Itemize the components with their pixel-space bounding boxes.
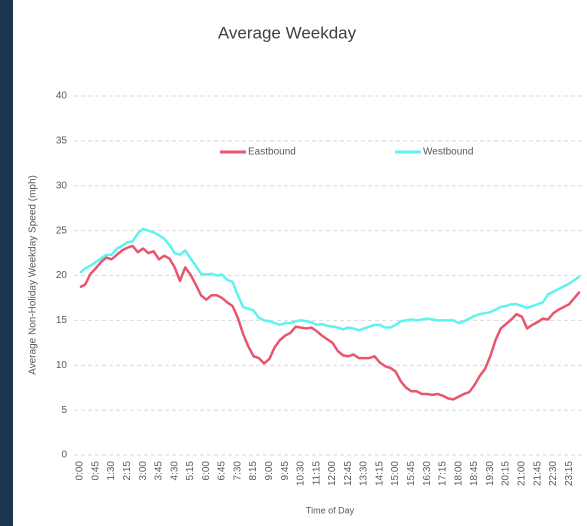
x-tick-label: 6:00: [201, 461, 212, 481]
x-tick-label: 21:45: [532, 461, 543, 486]
x-tick-label: 21:00: [516, 461, 527, 486]
x-tick-label: 8:15: [248, 461, 259, 481]
x-tick-label: 18:45: [469, 461, 480, 486]
x-tick-label: 7:30: [232, 461, 243, 481]
x-tick-label: 0:45: [90, 461, 101, 481]
x-tick-label: 0:00: [75, 461, 86, 481]
y-tick-label: 0: [61, 450, 67, 461]
y-tick-label: 40: [56, 91, 68, 102]
y-tick-label: 35: [56, 136, 68, 147]
y-tick-label: 30: [56, 180, 68, 191]
x-tick-label: 22:30: [548, 461, 559, 486]
legend-label: Eastbound: [248, 147, 296, 158]
x-tick-label: 12:00: [327, 461, 338, 486]
x-tick-label: 15:45: [406, 461, 417, 486]
x-tick-label: 15:00: [390, 461, 401, 486]
x-tick-label: 6:45: [217, 461, 228, 481]
x-tick-label: 12:45: [343, 461, 354, 486]
x-tick-label: 3:00: [138, 461, 149, 481]
y-tick-label: 20: [56, 270, 68, 281]
x-tick-label: 1:30: [106, 461, 117, 481]
x-tick-label: 16:30: [422, 461, 433, 486]
x-tick-label: 9:00: [264, 461, 275, 481]
x-tick-label: 3:45: [154, 461, 165, 481]
series-line: [79, 244, 581, 401]
y-tick-label: 15: [56, 315, 68, 326]
y-tick-label: 5: [61, 405, 67, 416]
x-axis-label: Time of Day: [306, 505, 355, 515]
x-tick-label: 14:15: [374, 461, 385, 486]
x-tick-label: 23:15: [564, 461, 575, 486]
x-tick-label: 17:15: [438, 461, 449, 486]
x-tick-label: 4:30: [169, 461, 180, 481]
x-tick-label: 13:30: [359, 461, 370, 486]
side-border: [0, 0, 13, 526]
y-tick-label: 10: [56, 360, 68, 371]
x-tick-label: 19:30: [485, 461, 496, 486]
legend-label: Westbound: [423, 147, 473, 158]
x-tick-label: 18:00: [453, 461, 464, 486]
chart-title: Average Weekday: [218, 23, 357, 42]
x-tick-label: 9:45: [280, 461, 291, 481]
x-tick-label: 11:15: [311, 461, 322, 486]
x-tick-label: 10:30: [296, 461, 307, 486]
x-tick-label: 20:15: [501, 461, 512, 486]
y-tick-label: 25: [56, 225, 68, 236]
x-tick-label: 2:15: [122, 461, 133, 481]
x-tick-label: 5:15: [185, 461, 196, 481]
y-axis-label: Average Non-Holiday Weekday Speed (mph): [28, 175, 39, 375]
series-line: [79, 227, 581, 332]
